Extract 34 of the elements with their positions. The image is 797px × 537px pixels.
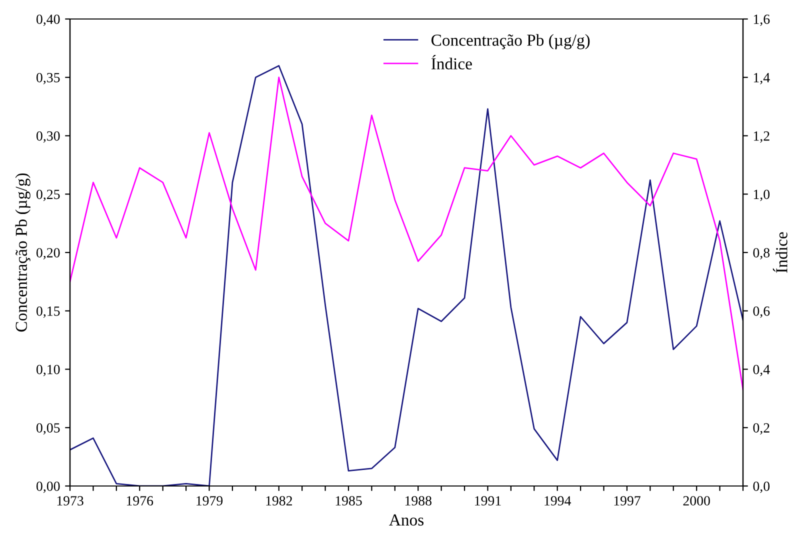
y-tick-label: 0,05: [36, 423, 60, 435]
x-tick-label: 1976: [126, 496, 154, 506]
y2-tick-label: 1,0: [754, 190, 770, 202]
y2-tick-label: 1,2: [754, 131, 770, 143]
legend-label: Índice: [431, 55, 472, 70]
x-tick-label: 1997: [614, 496, 640, 506]
y2-tick-label: 0,8: [753, 248, 770, 260]
y-tick-label: 0,10: [36, 364, 60, 376]
y-tick-label: 0,35: [36, 72, 60, 84]
y2-tick-label: 0,4: [753, 364, 770, 376]
y2-tick-label: 0,6: [753, 306, 770, 318]
x-tick-label: 1982: [266, 496, 292, 506]
x-tick-label: 1994: [544, 496, 572, 506]
y2-tick-label: 0,0: [753, 482, 770, 493]
y2-tick-label: 1,6: [754, 14, 770, 26]
x-axis-title: Anos: [389, 514, 424, 526]
y-tick-label: 0,25: [36, 190, 60, 202]
x-tick-label: 2000: [683, 496, 710, 506]
x-tick-label: 1985: [336, 496, 362, 506]
y-tick-label: 0,20: [36, 248, 60, 260]
x-tick-label: 1991: [475, 496, 501, 506]
y-tick-label: 0,15: [36, 306, 60, 318]
x-tick-label: 1988: [405, 496, 432, 506]
y2-tick-label: 1,4: [754, 73, 770, 84]
y-tick-label: 0,00: [36, 482, 60, 493]
x-tick-label: 1979: [196, 496, 223, 506]
y2-axis-title: Índice: [772, 232, 788, 273]
y-tick-label: 0,30: [36, 131, 60, 143]
x-tick-label: 1973: [57, 496, 84, 506]
y-axis-title: Concentração Pb (µg/g): [15, 173, 30, 332]
line-series: [70, 76, 743, 390]
y-tick-label: 0,40: [36, 14, 60, 26]
y2-tick-label: 0,2: [753, 423, 770, 435]
legend-label: Concentração Pb (µg/g): [432, 34, 590, 50]
